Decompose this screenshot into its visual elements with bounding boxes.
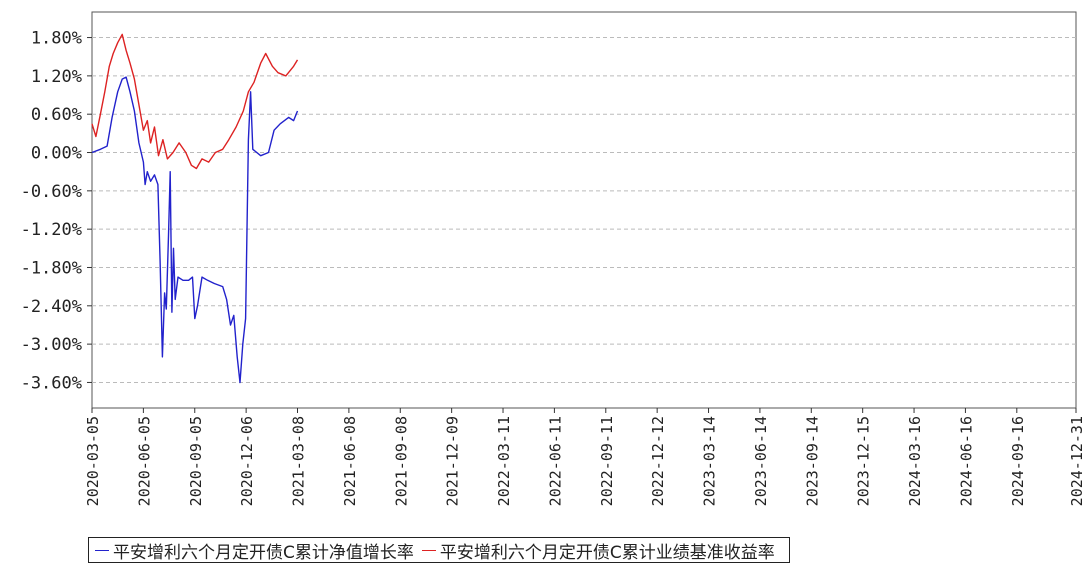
legend-item-benchmark: 平安增利六个月定开债C累计业绩基准收益率 xyxy=(421,538,775,563)
series-lines xyxy=(91,33,299,384)
x-tick-label: 2023-06-14 xyxy=(752,416,770,506)
y-tick-label: 1.80% xyxy=(31,29,82,49)
x-tick-label: 2022-09-11 xyxy=(598,416,616,506)
plot-area xyxy=(91,11,1077,409)
x-tick-label: 2024-06-16 xyxy=(957,416,975,506)
x-tick-label: 2023-09-14 xyxy=(803,416,821,506)
y-tick-label: -3.00% xyxy=(21,335,82,355)
x-tick-label: 2021-06-08 xyxy=(341,416,359,506)
x-tick-label: 2021-03-08 xyxy=(290,416,308,506)
y-tick-label: -3.60% xyxy=(21,373,82,393)
legend: 平安增利六个月定开债C累计净值增长率 平安增利六个月定开债C累计业绩基准收益率 xyxy=(88,537,790,563)
legend-label-nav: 平安增利六个月定开债C累计净值增长率 xyxy=(113,542,414,563)
series-line-2 xyxy=(91,33,299,170)
x-tick-label: 2022-12-12 xyxy=(649,416,667,506)
x-tick-label: 2023-12-15 xyxy=(855,416,873,506)
series-line-1 xyxy=(91,76,299,384)
x-tick-label: 2024-12-31 xyxy=(1068,416,1086,506)
legend-item-nav: 平安增利六个月定开债C累计净值增长率 xyxy=(95,538,414,563)
x-tick-label: 2024-03-16 xyxy=(906,416,924,506)
x-tick-label: 2024-09-16 xyxy=(1009,416,1027,506)
x-tick-label: 2022-03-11 xyxy=(495,416,513,506)
y-axis: 1.80% 1.20% 0.60% 0.00% -0.60% -1.20% -1.80% -2… xyxy=(21,29,92,393)
x-tick-label: 2021-09-08 xyxy=(392,416,410,506)
y-tick-label: -0.60% xyxy=(21,182,82,202)
legend-swatch-blue xyxy=(95,549,109,551)
y-tick-label: -1.20% xyxy=(21,220,82,240)
y-tick-label: -2.40% xyxy=(21,297,82,317)
x-axis: 2020-03-05 2020-06-05 2020-09-05 2020-12-06… xyxy=(84,408,1086,506)
y-tick-label: 0.00% xyxy=(31,144,82,164)
y-tick-label: 1.20% xyxy=(31,67,82,87)
legend-label-benchmark: 平安增利六个月定开债C累计业绩基准收益率 xyxy=(439,542,775,563)
x-tick-label: 2022-06-11 xyxy=(546,416,564,506)
x-tick-label: 2023-03-14 xyxy=(701,416,719,506)
x-tick-label: 2021-12-09 xyxy=(444,416,462,506)
x-tick-label: 2020-09-05 xyxy=(187,416,205,506)
y-tick-label: -1.80% xyxy=(21,258,82,278)
legend-swatch-red xyxy=(421,549,436,551)
y-tick-label: 0.60% xyxy=(31,105,82,125)
x-tick-label: 2020-03-05 xyxy=(84,416,102,506)
x-tick-label: 2020-12-06 xyxy=(238,416,256,506)
x-tick-label: 2020-06-05 xyxy=(135,416,153,506)
